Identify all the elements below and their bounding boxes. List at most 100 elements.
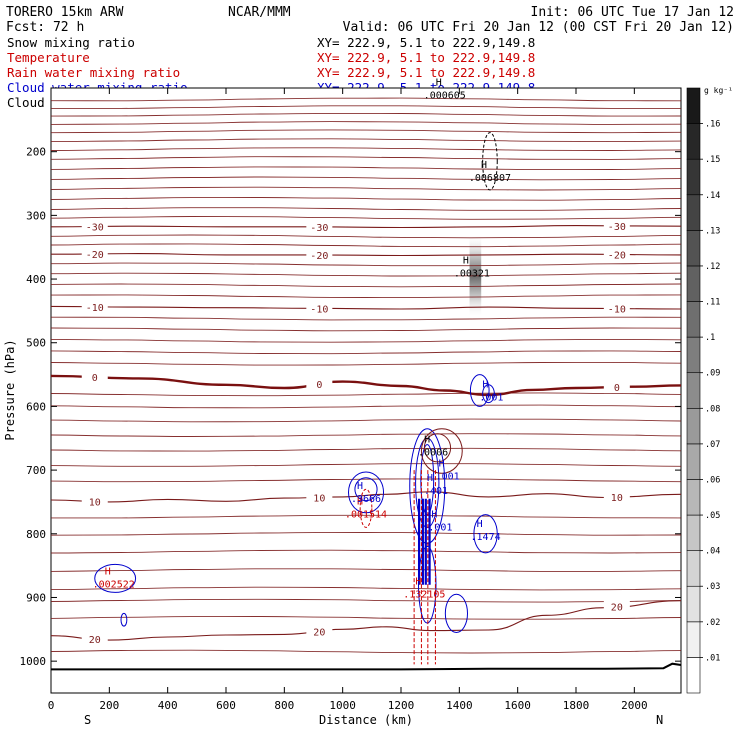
colorbar-label: .06 xyxy=(705,475,720,485)
x-tick-label: 1400 xyxy=(446,699,473,712)
colorbar-label: .02 xyxy=(705,618,720,628)
legend-field-range: XY= 222.9, 5.1 to 222.9,149.8 xyxy=(317,65,535,80)
isotherm-line xyxy=(50,531,682,536)
isotherm-label-bg xyxy=(603,600,630,613)
cloud-water-contour xyxy=(444,593,468,633)
rain-max-marker: H xyxy=(415,576,421,587)
valid-label: Valid: 06 UTC Fri 20 Jan 12 (00 CST Fri … xyxy=(343,20,734,35)
rain-max-marker: H xyxy=(105,567,111,578)
isotherm-line xyxy=(50,234,682,239)
init-label: Init: 06 UTC Tue 17 Jan 12 xyxy=(531,5,735,20)
isotherm-label: 20 xyxy=(611,603,623,614)
isotherm-line xyxy=(50,463,682,467)
north-label: N xyxy=(656,713,663,727)
isotherm--30 xyxy=(50,225,682,229)
isotherm-line xyxy=(50,197,682,201)
cloud-water-max-value: .001 xyxy=(479,393,503,404)
ice-max-marker: H xyxy=(463,255,469,266)
cloud-water-contour xyxy=(94,563,137,593)
isotherm-line xyxy=(50,147,682,151)
colorbar-swatch xyxy=(686,230,701,267)
model-label: TORERO 15km ARW xyxy=(6,5,124,20)
isotherm-label-bg xyxy=(81,371,108,384)
isotherm-line xyxy=(50,568,682,572)
rain-max-value: .001514 xyxy=(345,510,387,521)
isotherm-label: 10 xyxy=(313,493,325,504)
colorbar-label: .11 xyxy=(705,298,720,308)
cloud-water-contour xyxy=(469,374,490,407)
isotherm-label: 0 xyxy=(92,373,98,384)
cloud-water-max-value: .001 xyxy=(436,471,460,482)
rain-max-value: .132105 xyxy=(403,589,445,600)
temperature-contours: -30 -30 -30 -20 -20 -20 -10 -10 -10 0 0 0 10 10 10 20 20… xyxy=(50,97,682,654)
cloud-water-max-value: .001 xyxy=(428,522,452,533)
isotherm-label: -10 xyxy=(86,303,104,314)
isotherm-line xyxy=(50,112,682,117)
y-tick-label: 300 xyxy=(26,209,46,222)
isotherm-line xyxy=(50,97,682,102)
cloud-water-max-marker: H xyxy=(357,481,363,492)
terrain-line xyxy=(51,662,682,671)
colorbar-label: .03 xyxy=(705,582,720,592)
ice-max-marker: H xyxy=(481,160,487,171)
isotherm-line xyxy=(50,129,682,134)
colorbar-label: .15 xyxy=(705,155,720,165)
isotherm-label-bg xyxy=(81,220,108,233)
y-tick-label: 700 xyxy=(26,464,46,477)
y-tick-label: 600 xyxy=(26,400,46,413)
cloud-water-contour xyxy=(420,444,435,516)
isotherm-line xyxy=(50,327,682,332)
ice-contour xyxy=(482,132,498,191)
isotherm-10 xyxy=(50,491,682,503)
isotherm-label: -20 xyxy=(608,250,626,261)
colorbar-swatch xyxy=(686,621,701,658)
isotherm-label-bg xyxy=(603,219,630,232)
cloud-water-max-marker: H xyxy=(477,519,483,530)
isotherm-label-bg xyxy=(306,220,333,233)
x-axis: 0 200 400 600 800 1000 1200 1400 1600 1800 2000 xyxy=(48,88,648,712)
org-label: NCAR/MMM xyxy=(228,5,291,20)
x-tick-label: 0 xyxy=(48,699,55,712)
isotherm-label-bg xyxy=(603,490,630,503)
legend-field-name: Rain water mixing ratio xyxy=(7,65,180,80)
isotherm-line xyxy=(51,514,682,519)
isotherm-label: 20 xyxy=(89,635,101,646)
isotherm-line xyxy=(50,207,682,211)
isotherm-label: -20 xyxy=(310,251,328,262)
isotherm-label: 20 xyxy=(313,627,325,638)
ice-max-value: .00321 xyxy=(454,268,490,279)
isotherm--20 xyxy=(50,253,682,257)
maxima-labels: H.001514H.132105H.002522H.3666H.1474H.40… xyxy=(93,78,511,601)
colorbar-unit: g kg⁻¹ xyxy=(704,86,733,95)
y-tick-label: 500 xyxy=(26,337,46,350)
cloud-water-contour xyxy=(354,477,378,502)
cloud-water-contour xyxy=(482,384,495,404)
isotherm-label: -10 xyxy=(608,305,626,316)
isotherm-line xyxy=(50,121,682,125)
cloud-water-contour xyxy=(409,428,446,544)
colorbar-swatch xyxy=(686,265,701,302)
cloud-water-max-marker: H xyxy=(431,509,437,520)
cloud-water-max-marker: H xyxy=(439,458,445,469)
cloud-water-max-marker: H xyxy=(427,473,433,484)
isotherm-label: -30 xyxy=(86,223,104,234)
isotherm-label-bg xyxy=(81,247,108,260)
cloud-water-contour xyxy=(473,514,498,554)
isotherm-line xyxy=(50,216,682,220)
isotherm-label-bg xyxy=(603,302,630,315)
colorbar-swatch xyxy=(686,550,701,587)
cloud-water-max-value: .3666 xyxy=(351,494,381,505)
legend-field-range: XY= 222.9, 5.1 to 222.9,149.8 xyxy=(317,35,535,50)
isotherm-line xyxy=(50,316,682,321)
plot-frame xyxy=(50,87,682,694)
isotherm-label-bg xyxy=(81,633,108,646)
x-tick-label: 1600 xyxy=(504,699,531,712)
isotherm-line xyxy=(50,447,682,452)
colorbar-swatch xyxy=(686,514,701,551)
colorbar-swatch xyxy=(686,194,701,231)
isotherm-label: 10 xyxy=(611,493,623,504)
colorbar-label: .08 xyxy=(705,404,720,414)
ice-max-marker: H xyxy=(436,78,442,89)
cloud-water-contour xyxy=(120,612,128,627)
